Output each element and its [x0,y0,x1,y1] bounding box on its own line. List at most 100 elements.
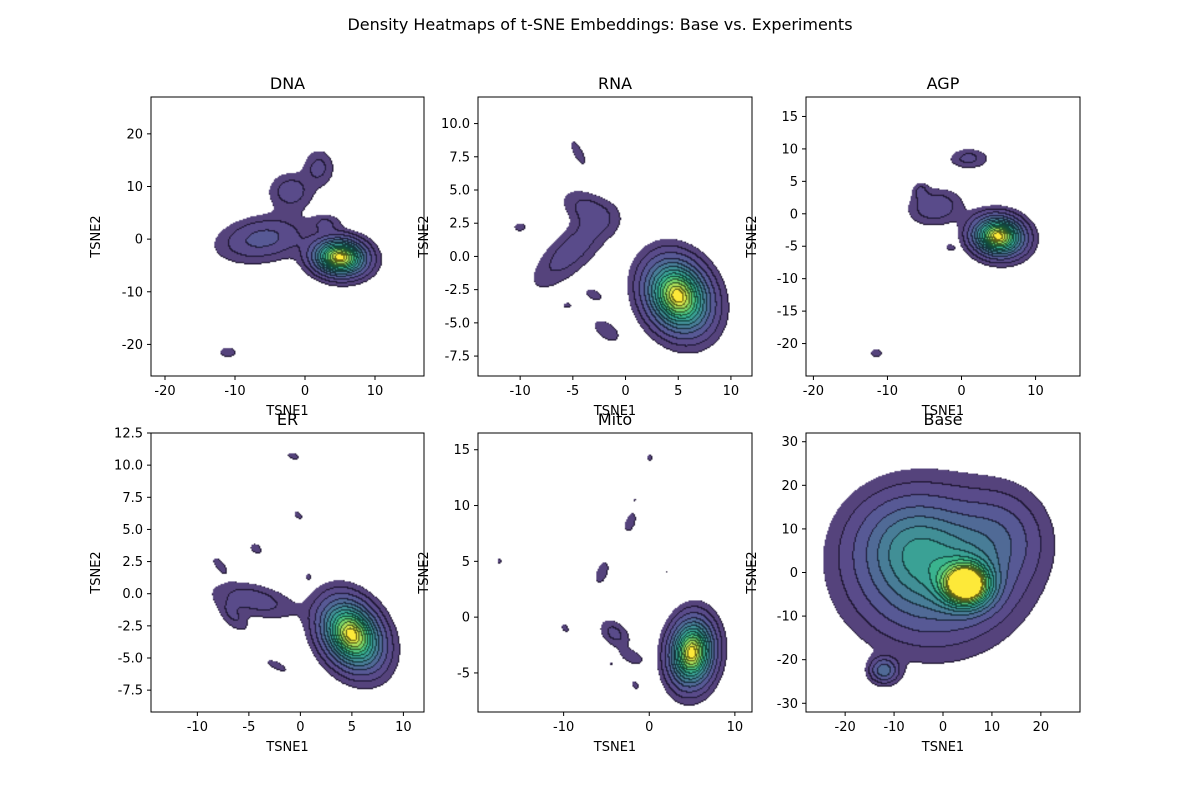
subplot-mito: -10 0 10 -5 0 5 10 15 Mito TSNE1 TSNE2 [417,410,753,755]
x-tick-label: 10 [395,720,412,735]
density-contours-dna [151,97,424,376]
x-tick-label: -10 [187,720,208,735]
x-tick-label: 10 [727,720,744,735]
y-tick-label: 10 [781,142,798,157]
x-tick-label: 5 [674,384,682,399]
axes-frame [150,96,425,377]
y-tick-label: 2.5 [122,555,143,570]
x-tick-label: 0 [939,720,947,735]
x-tick-label: 10 [723,384,740,399]
density-contours-base [806,433,1080,712]
density-contours-rna [478,97,752,376]
x-axis-label: TSNE1 [921,740,964,755]
x-tick-label: 0 [301,384,309,399]
y-tick-label: -5 [457,666,470,681]
x-tick-label: -10 [877,384,898,399]
y-tick-label: -10 [777,610,798,625]
y-tick-label: -2.5 [445,283,470,298]
x-axis-label: TSNE1 [593,740,636,755]
density-contours-er [151,433,424,712]
subplot-title: RNA [598,74,632,93]
y-tick-label: -5.0 [118,652,143,667]
y-tick-label: 0 [790,207,798,222]
x-axis-label: TSNE1 [265,404,308,419]
x-tick-label: 10 [1027,384,1044,399]
y-tick-label: -20 [777,653,798,668]
density-contours-mito [478,433,752,712]
y-axis-label: TSNE2 [417,215,432,258]
y-tick-label: 7.5 [122,491,143,506]
subplot-title: AGP [927,74,960,93]
y-tick-label: -7.5 [445,350,470,365]
y-tick-label: 10 [453,499,470,514]
x-tick-label: -10 [883,720,904,735]
x-tick-label: -5 [242,720,255,735]
x-tick-label: 0 [296,720,304,735]
y-tick-label: -5.0 [445,316,470,331]
x-axis-label: TSNE1 [265,740,308,755]
y-tick-label: 5 [462,555,470,570]
y-tick-label: -20 [777,337,798,352]
y-tick-label: 7.5 [449,150,470,165]
x-tick-label: -20 [835,720,856,735]
subplot-title: Mito [598,410,632,429]
y-tick-label: -30 [777,697,798,712]
subplot-grid: -20 -10 0 10 -20 -10 0 10 20 DNA TSNE1 TSNE2 -10 -5 0 5… [89,74,1081,755]
y-tick-label: 12.5 [114,427,143,442]
subplot-er: -10 -5 0 5 10 -7.5 -5.0 -2.5 0.0 2.5 5.0 7.5 10.0 12.… [89,410,425,755]
subplot-dna: -20 -10 0 10 -20 -10 0 10 20 DNA TSNE1 TSNE2 [89,74,425,419]
y-tick-label: 0 [135,233,143,248]
x-tick-label: 10 [984,720,1001,735]
y-tick-label: 10 [781,522,798,537]
figure-title: Density Heatmaps of t-SNE Embeddings: Ba… [347,15,852,34]
y-tick-label: 5 [790,175,798,190]
y-tick-label: 10.0 [114,459,143,474]
subplot-rna: -10 -5 0 5 10 -7.5 -5.0 -2.5 0.0 2.5 5.0 7.5 10.0 RNA… [417,74,753,419]
y-tick-label: -10 [122,285,143,300]
y-tick-label: 5.0 [449,184,470,199]
y-tick-label: -7.5 [118,684,143,699]
x-axis-label: TSNE1 [593,404,636,419]
x-tick-label: -20 [803,384,824,399]
x-tick-label: -10 [224,384,245,399]
subplot-title: Base [924,410,963,429]
y-tick-label: 2.5 [449,217,470,232]
y-tick-label: -20 [122,338,143,353]
axes-frame [805,96,1081,377]
y-axis-label: TSNE2 [745,215,760,258]
y-tick-label: -2.5 [118,619,143,634]
y-tick-label: 10 [126,180,143,195]
y-axis-label: TSNE2 [417,551,432,594]
x-tick-label: 0 [957,384,965,399]
y-tick-label: 30 [781,435,798,450]
y-tick-label: 0.0 [449,250,470,265]
y-tick-label: -10 [777,272,798,287]
y-tick-label: 15 [453,443,470,458]
y-tick-label: 0 [462,611,470,626]
x-tick-label: -10 [510,384,531,399]
y-tick-label: 10.0 [441,117,470,132]
subplot-agp: -20 -10 0 10 -20 -15 -10 -5 0 5 10 15 AGP TSNE1 TSNE2 [745,74,1081,419]
density-contours-agp [806,97,1080,376]
x-tick-label: 0 [645,720,653,735]
x-tick-label: -10 [553,720,574,735]
x-tick-label: -20 [154,384,175,399]
subplot-base: -20 -10 0 10 20 -30 -20 -10 0 10 20 30 Base TSNE1 TSNE… [745,410,1081,755]
x-tick-label: -5 [566,384,579,399]
y-tick-label: 20 [781,479,798,494]
y-tick-label: 20 [126,127,143,142]
axes-frame [477,432,753,713]
x-tick-label: 5 [348,720,356,735]
x-tick-label: 20 [1033,720,1050,735]
subplot-title: DNA [270,74,305,93]
y-tick-label: -15 [777,305,798,320]
y-tick-label: 15 [781,110,798,125]
y-tick-label: 0.0 [122,587,143,602]
y-tick-label: 0 [790,566,798,581]
y-axis-label: TSNE2 [89,215,104,258]
x-axis-label: TSNE1 [921,404,964,419]
axes-frame [477,96,753,377]
subplot-title: ER [277,410,298,429]
x-tick-label: 0 [621,384,629,399]
